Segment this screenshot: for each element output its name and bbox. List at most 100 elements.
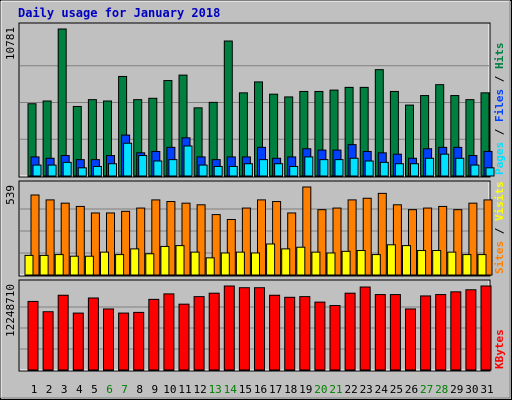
bar-visits-day-19 (296, 246, 306, 276)
bar-sites-day-15 (241, 207, 251, 276)
bar-kbytes-day-7 (118, 312, 130, 371)
y-max-label: 539 (4, 185, 17, 205)
bar-sites-day-8 (136, 207, 146, 276)
bar-kbytes-day-16 (254, 287, 265, 371)
bar-sites-day-27 (423, 207, 433, 276)
bar-pages-day-2 (47, 164, 57, 177)
bar-visits-day-4 (69, 255, 79, 276)
bar-visits-day-10 (160, 245, 170, 276)
day-label-14: 14 (224, 383, 238, 396)
bar-sites-day-16 (257, 199, 266, 276)
day-label-3: 3 (61, 383, 68, 396)
bar-kbytes-day-10 (163, 293, 175, 371)
legend-part: Pages (493, 142, 506, 175)
day-label-23: 23 (360, 383, 373, 396)
day-label-13: 13 (209, 383, 222, 396)
y-max-label: 10781 (4, 27, 17, 60)
bar-visits-day-15 (235, 251, 245, 276)
day-label-25: 25 (390, 383, 403, 396)
bar-visits-day-21 (326, 252, 336, 276)
legend-label: Sites / Visits (493, 181, 506, 274)
bar-visits-day-13 (205, 257, 215, 276)
day-label-24: 24 (375, 383, 389, 396)
bar-sites-day-10 (166, 201, 176, 276)
bar-visits-day-23 (356, 250, 366, 276)
legend-part: / (493, 69, 506, 89)
legend-part: KBytes (493, 329, 506, 369)
bar-pages-day-4 (77, 167, 87, 177)
chart-title: Daily usage for January 2018 (18, 6, 220, 20)
day-label-20: 20 (314, 383, 327, 396)
bar-pages-day-29 (455, 157, 465, 177)
bar-sites-day-31 (483, 199, 493, 276)
bar-hits-day-14 (223, 40, 233, 177)
bar-sites-day-13 (211, 214, 221, 276)
bar-pages-day-8 (138, 155, 148, 177)
bar-kbytes-day-19 (299, 296, 311, 371)
legend-part: Files (493, 89, 506, 122)
bar-pages-day-19 (304, 156, 314, 177)
bar-pages-day-23 (364, 160, 374, 177)
day-label-9: 9 (151, 383, 158, 396)
bar-sites-day-17 (272, 201, 282, 276)
y-max-label: 12248710 (4, 284, 17, 337)
day-label-31: 31 (480, 383, 493, 396)
bar-pages-day-18 (289, 165, 299, 177)
day-label-28: 28 (435, 383, 448, 396)
bar-sites-day-4 (75, 205, 85, 276)
day-label-22: 22 (344, 383, 357, 396)
bar-pages-day-7 (123, 142, 133, 177)
bar-sites-day-25 (392, 204, 402, 276)
bar-kbytes-day-4 (72, 312, 84, 371)
legend-part: Sites (493, 241, 506, 274)
bar-visits-day-1 (24, 254, 34, 276)
bar-sites-day-23 (362, 197, 372, 276)
bar-sites-day-18 (287, 212, 297, 276)
bar-kbytes-day-17 (269, 294, 281, 371)
day-label-6: 6 (106, 383, 113, 396)
bar-kbytes-day-20 (314, 301, 326, 371)
bar-kbytes-day-28 (435, 294, 447, 371)
bar-sites-day-14 (226, 218, 236, 276)
day-label-8: 8 (136, 383, 143, 396)
bar-sites-day-9 (151, 199, 161, 276)
bar-visits-day-6 (100, 251, 109, 276)
bar-sites-day-7 (121, 210, 131, 276)
bar-sites-day-21 (332, 207, 342, 276)
bar-sites-day-28 (438, 205, 448, 276)
bar-sites-day-29 (453, 209, 463, 276)
bar-visits-day-3 (54, 254, 64, 276)
day-label-26: 26 (405, 383, 418, 396)
bar-pages-day-21 (334, 159, 344, 177)
bar-kbytes-day-13 (208, 292, 220, 371)
bar-pages-day-1 (32, 164, 42, 177)
day-label-1: 1 (31, 383, 38, 396)
bar-visits-day-18 (281, 248, 291, 276)
legend-part: / (493, 221, 506, 241)
bar-kbytes-day-5 (87, 297, 99, 371)
day-label-19: 19 (299, 383, 312, 396)
legend-label: Pages / Files / Hits (493, 43, 506, 176)
bar-visits-day-26 (402, 245, 411, 276)
bar-visits-day-9 (145, 253, 155, 276)
bar-kbytes-day-14 (223, 285, 235, 371)
bar-visits-day-28 (432, 250, 442, 276)
bar-kbytes-day-3 (57, 294, 69, 371)
legend-label: KBytes (493, 329, 506, 369)
bar-pages-day-15 (243, 163, 253, 177)
bar-visits-day-5 (84, 255, 94, 276)
panel-kbytes: 12248710 KBytes (4, 279, 506, 372)
day-label-30: 30 (465, 383, 478, 396)
series-pages (32, 142, 495, 177)
bar-kbytes-day-23 (359, 286, 371, 371)
bar-pages-day-13 (213, 165, 223, 177)
bar-sites-day-5 (90, 212, 100, 276)
bar-pages-day-24 (379, 161, 389, 177)
bar-sites-day-22 (347, 199, 357, 276)
bar-pages-day-22 (349, 157, 359, 177)
panel-hits-files-pages: 10781 Pages / Files / Hits (4, 22, 506, 178)
bar-kbytes-day-24 (374, 294, 386, 371)
bar-visits-day-16 (251, 252, 260, 276)
x-axis-labels: 1 2 3 4 5 6 7 8 9 10 11 12 13 14 15 16 17 18 19 20 21 22 23 24 2… (31, 383, 494, 396)
bar-kbytes-day-1 (27, 300, 39, 371)
